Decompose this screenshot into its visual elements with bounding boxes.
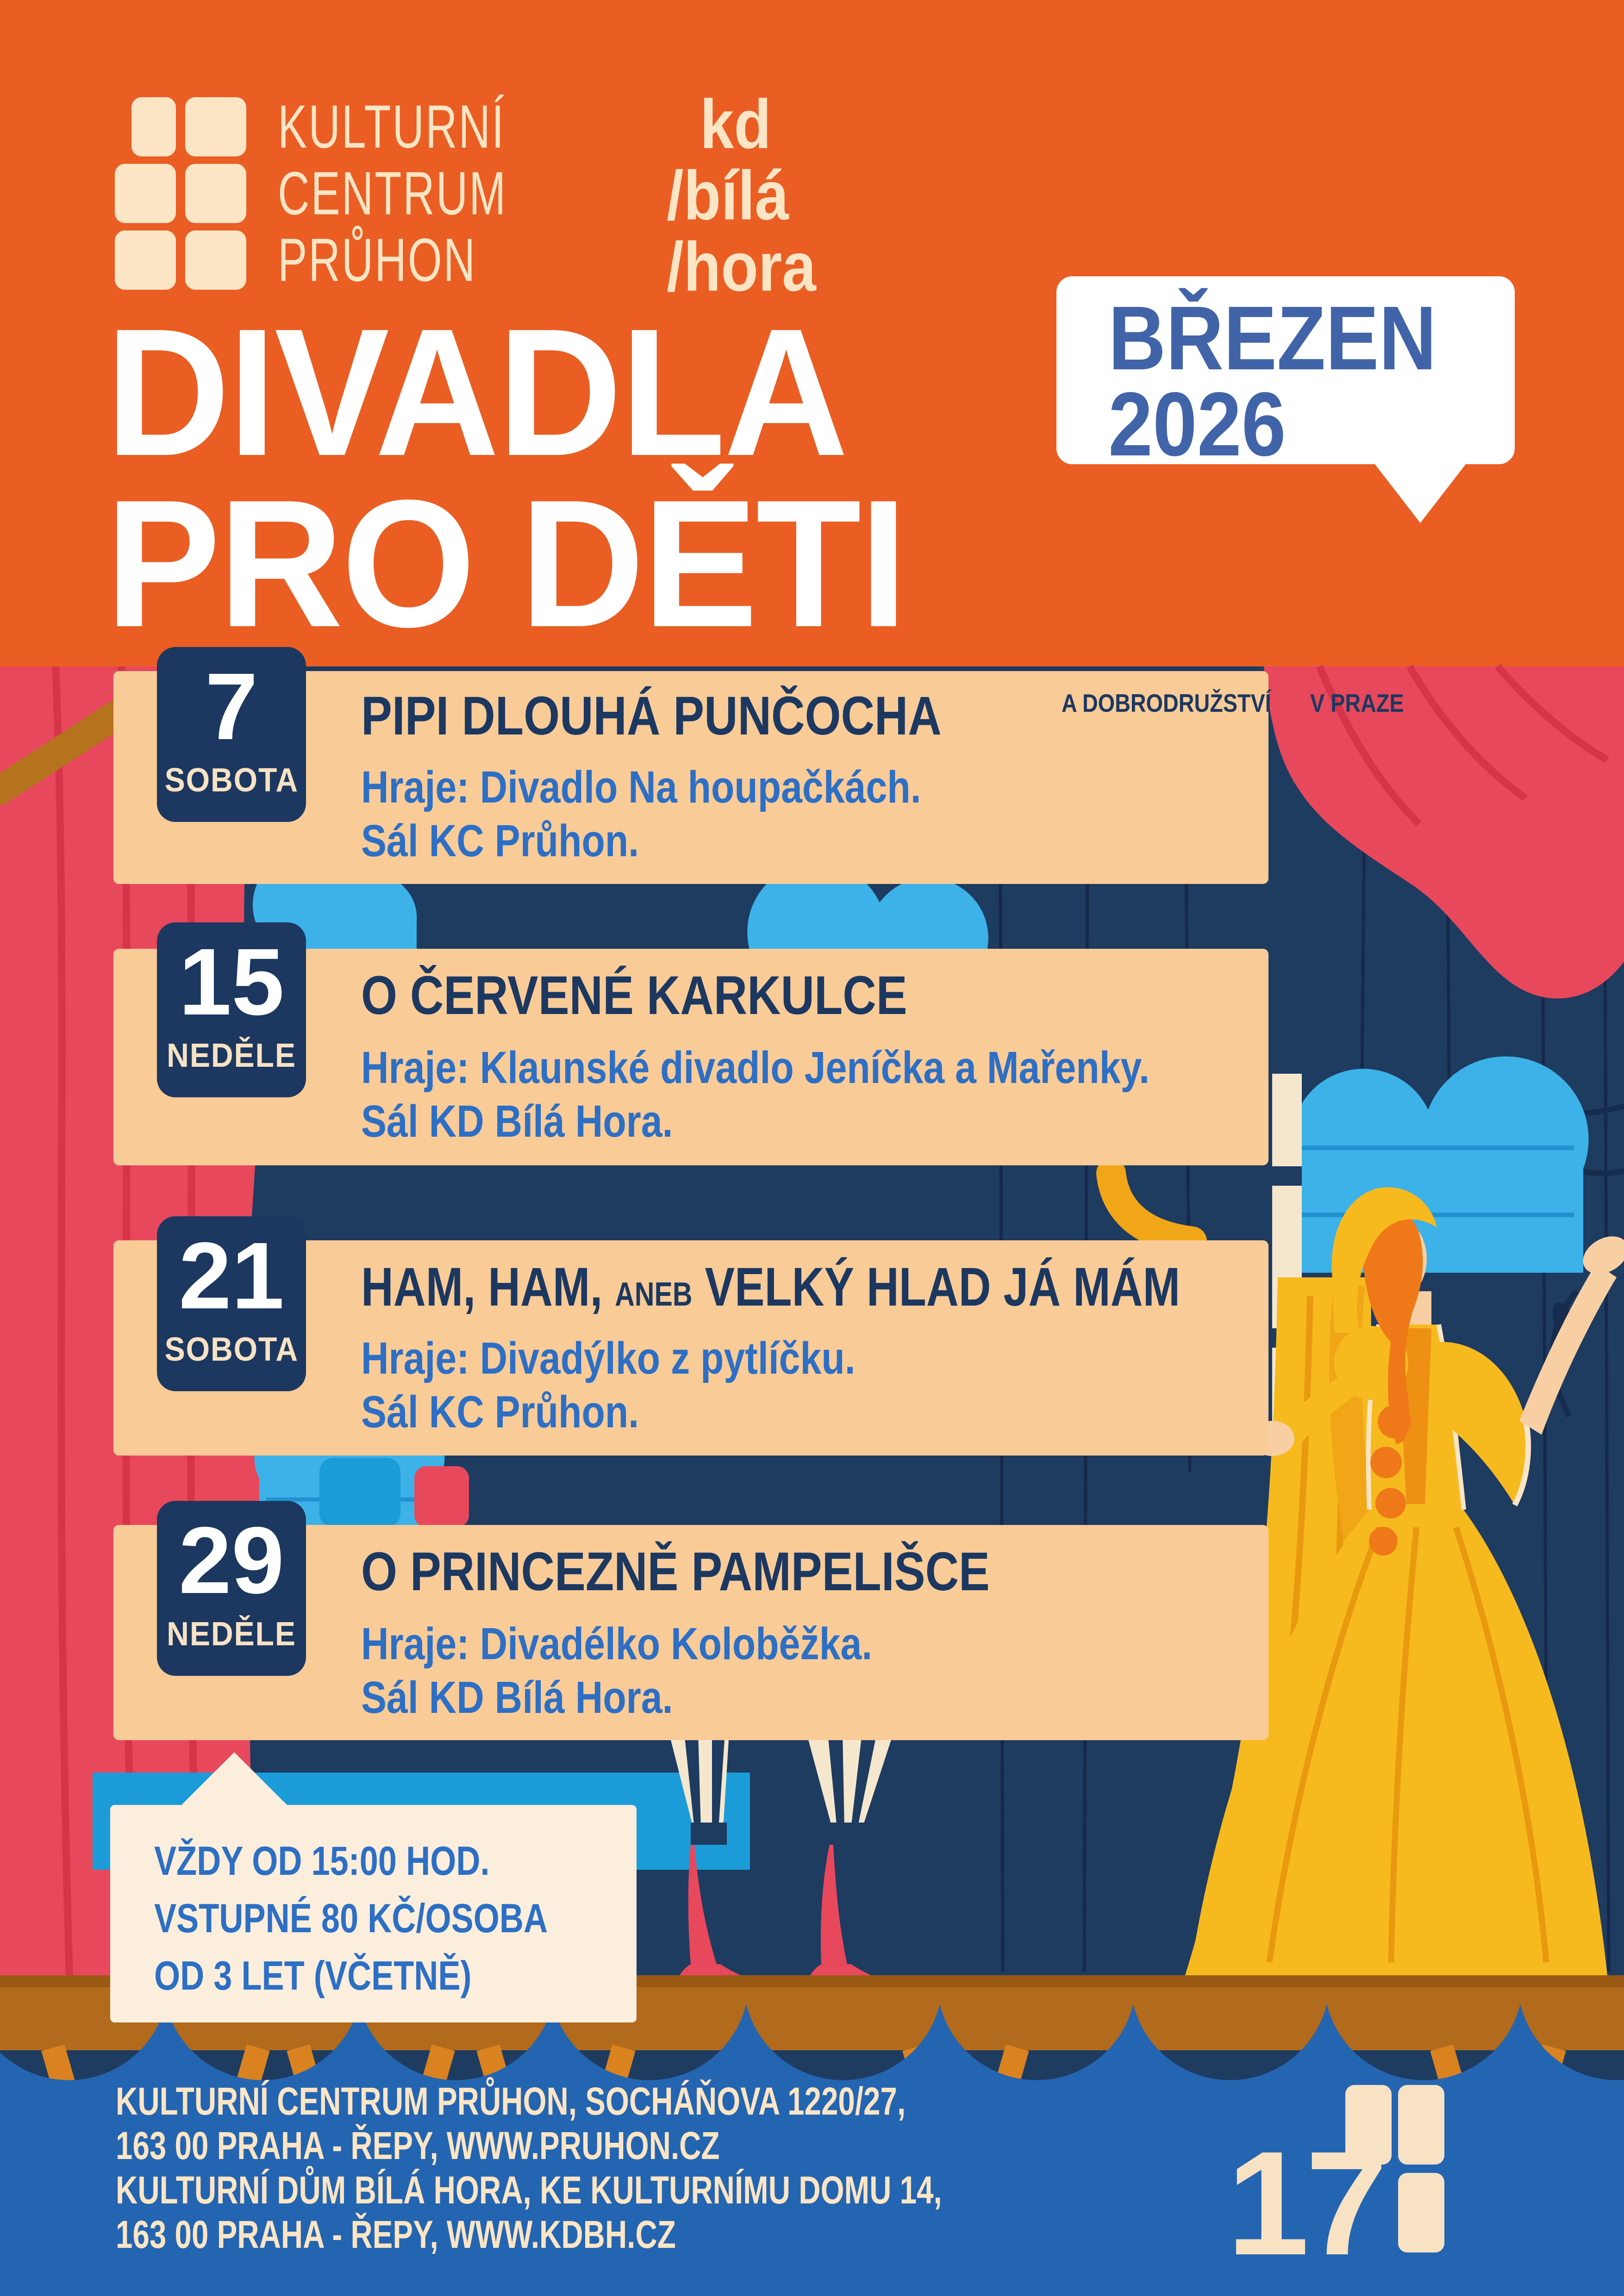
puppet-sleeve-red (414, 1466, 469, 1527)
logo-tile (185, 164, 246, 223)
footer-line: 163 00 PRAHA - ŘEPY, WWW.KDBH.CZ (116, 2213, 676, 2256)
footer-band (0, 2175, 1624, 2296)
info-line: OD 3 LET (VČETNĚ) (154, 1953, 472, 1998)
event-venue: Sál KD Bílá Hora. (361, 1096, 673, 1146)
event-day: 15 (178, 929, 285, 1035)
event-title: PIPI DLOUHÁ PUNČOCHA (361, 685, 942, 747)
info-line: VSTUPNÉ 80 KČ/OSOBA (154, 1895, 548, 1941)
event-title-small-word: ANEB (615, 1276, 693, 1313)
event-weekday: NEDĚLE (167, 1616, 296, 1653)
event-weekday: NEDĚLE (167, 1037, 296, 1074)
puppet-sleeve-blue (319, 1458, 400, 1527)
event-venue: Sál KC Průhon. (361, 1387, 639, 1437)
event-day: 21 (178, 1223, 285, 1329)
info-line: VŽDY OD 15:00 HOD. (154, 1838, 490, 1884)
event-title: HAM, HAM, ANEB VELKÝ HLAD JÁ MÁM (361, 1257, 1181, 1318)
princess (1190, 1187, 1624, 1975)
org-name-line: KULTURNÍ (278, 93, 506, 161)
logo-tile (185, 97, 246, 156)
header: KULTURNÍ CENTRUM PRŮHON kd /bílá /hora D… (0, 0, 1624, 666)
event-day: 7 (205, 653, 258, 759)
logo-tile (1398, 2085, 1444, 2165)
year-label: 2026 (1108, 373, 1286, 475)
logo-tile (115, 164, 176, 223)
kd-logo-line: /hora (667, 228, 816, 305)
month-badge-tail (1373, 462, 1468, 523)
logo-tile (115, 230, 176, 290)
event-day: 29 (178, 1507, 285, 1613)
swag-pleats (1316, 664, 1609, 827)
event-date-badge: 21 SOBOTA (157, 1216, 306, 1391)
yellow-rope (1096, 1158, 1207, 1256)
month-label: BŘEZEN (1108, 287, 1437, 389)
event-title-note: V PRAZE (1310, 689, 1404, 717)
event-title: O PRINCEZNĚ PAMPELIŠCE (361, 1541, 990, 1602)
logo-tile (1398, 2173, 1444, 2252)
event-date-badge: 29 NEDĚLE (157, 1501, 306, 1676)
poster-title-line: DIVADLA (106, 291, 849, 494)
month-badge: BŘEZEN 2026 (1056, 276, 1515, 470)
event-performer: Hraje: Divadýlko z pytlíčku. (361, 1333, 856, 1383)
org-name-line: PRŮHON (278, 226, 477, 294)
info-box: VŽDY OD 15:00 HOD. VSTUPNÉ 80 KČ/OSOBA O… (110, 1805, 637, 2022)
event-performer: Hraje: Divadélko Koloběžka. (361, 1618, 873, 1669)
event-venue: Sál KD Bílá Hora. (361, 1672, 673, 1723)
puppet-legs (669, 1733, 893, 1975)
kd-logo-line: kd (700, 85, 772, 163)
event-venue: Sál KC Průhon. (361, 815, 639, 866)
top-curtain-swag (1264, 666, 1624, 999)
event-title-note: A DOBRODRUŽSTVÍ (1062, 689, 1271, 717)
footer-line: 163 00 PRAHA - ŘEPY, WWW.PRUHON.CZ (116, 2124, 720, 2167)
footer-line: KULTURNÍ CENTRUM PRŮHON, SOCHÁŇOVA 1220/… (116, 2079, 906, 2123)
kd-logo-line: /bílá (667, 156, 789, 234)
event-weekday: SOBOTA (164, 762, 299, 799)
event-performer: Hraje: Divadlo Na houpačkách. (361, 762, 921, 812)
logo-tile (1345, 2085, 1392, 2165)
event-date-badge: 7 SOBOTA (157, 647, 306, 822)
event-weekday: SOBOTA (164, 1331, 299, 1368)
logo-tile (185, 230, 246, 290)
info-box-tail (180, 1752, 289, 1807)
logo-tile (131, 97, 176, 156)
footer-line: KULTURNÍ DŮM BÍLÁ HORA, KE KULTURNÍMU DO… (116, 2168, 942, 2212)
poster-title-line: PRO DĚTI (106, 462, 907, 665)
event-title: O ČERVENÉ KARKULCE (361, 965, 907, 1026)
event-date-badge: 15 NEDĚLE (157, 922, 306, 1097)
event-performer: Hraje: Klaunské divadlo Jeníčka a Mařenk… (361, 1042, 1150, 1093)
org-name-line: CENTRUM (278, 159, 507, 227)
